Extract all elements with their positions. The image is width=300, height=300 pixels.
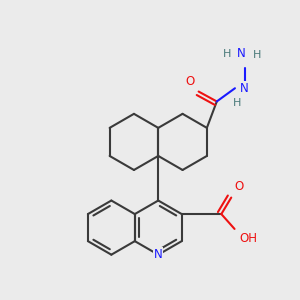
Text: N: N — [154, 248, 163, 261]
Text: H: H — [232, 98, 241, 108]
Text: O: O — [235, 180, 244, 193]
Text: OH: OH — [239, 232, 257, 245]
Text: N: N — [240, 82, 249, 95]
Text: N: N — [237, 47, 246, 60]
Text: H: H — [223, 49, 232, 58]
Text: H: H — [253, 50, 262, 60]
Text: O: O — [185, 75, 195, 88]
